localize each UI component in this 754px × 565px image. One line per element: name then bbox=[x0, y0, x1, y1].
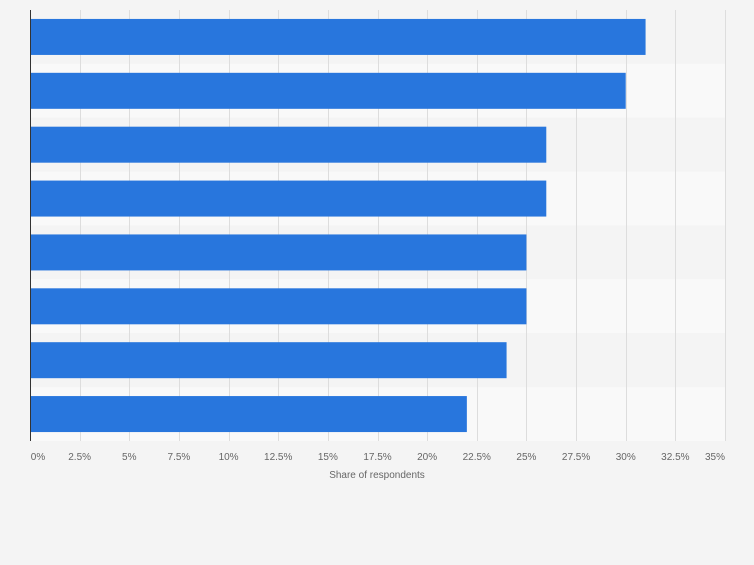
x-tick-label-1: 2.5% bbox=[68, 452, 91, 463]
bar-5 bbox=[30, 234, 527, 271]
x-tick-label-8: 20% bbox=[417, 452, 437, 463]
x-tick-label-2: 5% bbox=[122, 452, 137, 463]
x-tick-label-9: 22.5% bbox=[463, 452, 491, 463]
x-tick-label-14: 35% bbox=[705, 452, 725, 463]
x-tick-label-0: 0% bbox=[31, 452, 46, 463]
bar-3 bbox=[30, 126, 547, 163]
bar-8 bbox=[30, 396, 467, 433]
x-tick-label-4: 10% bbox=[219, 452, 239, 463]
bar-series bbox=[30, 18, 646, 433]
x-tick-label-6: 15% bbox=[318, 452, 338, 463]
x-tick-label-5: 12.5% bbox=[264, 452, 292, 463]
bar-6 bbox=[30, 288, 527, 325]
x-tick-label-10: 25% bbox=[516, 452, 536, 463]
x-tick-label-7: 17.5% bbox=[363, 452, 391, 463]
x-tick-label-11: 27.5% bbox=[562, 452, 590, 463]
x-tick-label-12: 30% bbox=[616, 452, 636, 463]
x-tick-label-13: 32.5% bbox=[661, 452, 689, 463]
x-axis-tick-labels: 0% 2.5% 5% 7.5% 10% 12.5% 15% 17.5% 20% 22.5% 25% 2… bbox=[31, 452, 725, 463]
bar-2 bbox=[30, 72, 626, 109]
bar-1 bbox=[30, 18, 646, 55]
x-tick-label-3: 7.5% bbox=[168, 452, 191, 463]
bar-7 bbox=[30, 342, 507, 379]
x-axis-title: Share of respondents bbox=[329, 470, 425, 481]
bar-4 bbox=[30, 180, 547, 217]
